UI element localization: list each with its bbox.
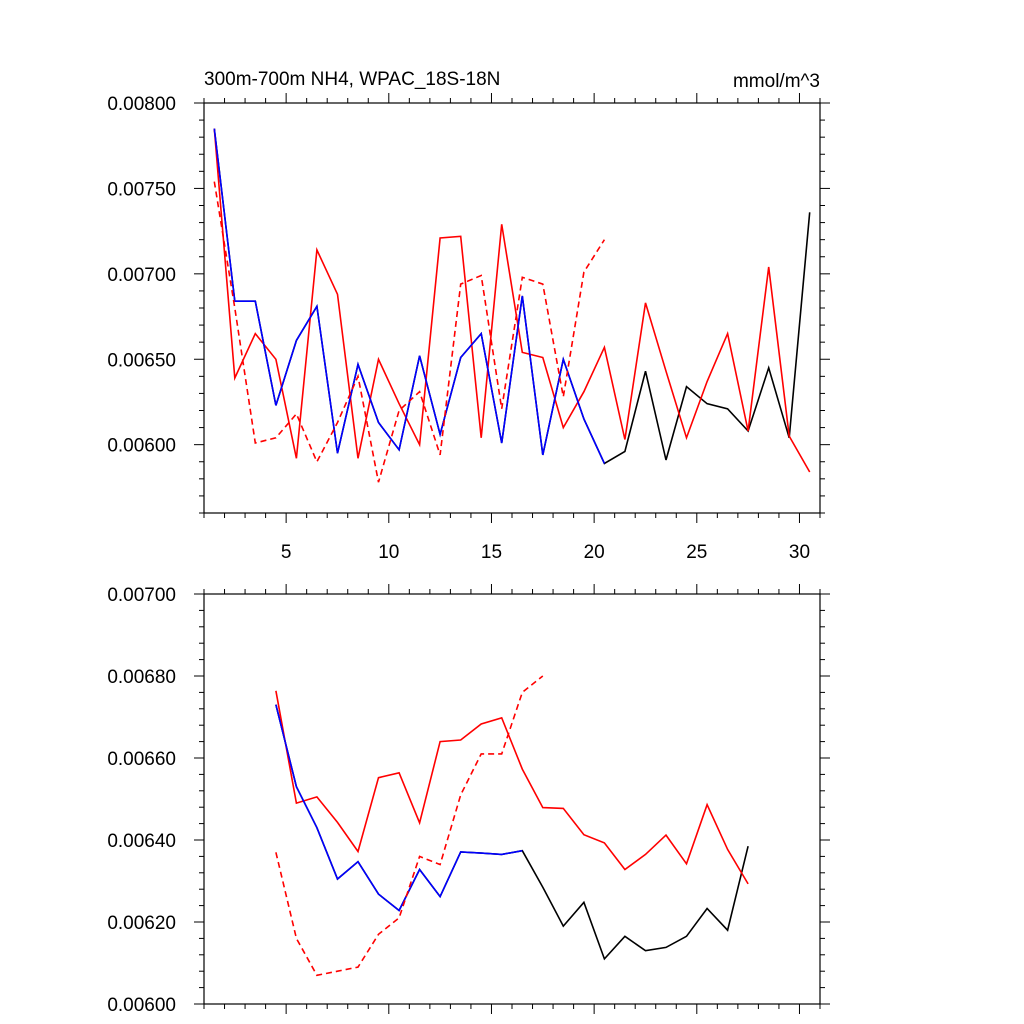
- y-tick-label: 0.00650: [107, 350, 176, 371]
- top-plot-area: [213, 128, 811, 483]
- y-tick-label: 0.00680: [107, 667, 176, 688]
- top-chart: 300m-700m NH4, WPAC_18S-18N mmol/m^3 5 10…: [107, 69, 830, 563]
- chart-title: 300m-700m NH4, WPAC_18S-18N: [204, 69, 500, 90]
- x-tick-label: 10: [378, 542, 399, 563]
- series-line-4: [213, 181, 606, 483]
- x-tick-label: 20: [584, 542, 605, 563]
- y-tick-label: 0.00640: [107, 831, 176, 852]
- y-tick-label: 0.00700: [107, 585, 176, 606]
- y-tick-label: 0.00800: [107, 94, 176, 115]
- y-tick-label: 0.00600: [107, 995, 176, 1016]
- chart-units-label: mmol/m^3: [733, 71, 820, 92]
- y-tick-label: 0.00660: [107, 749, 176, 770]
- y-tick-label: 0.00620: [107, 913, 176, 934]
- series-line-3: [275, 704, 523, 912]
- x-tick-label: 25: [686, 542, 707, 563]
- x-tick-label: 30: [789, 542, 810, 563]
- y-tick-label: 0.00700: [107, 265, 176, 286]
- bottom-axes: 0.00600 0.00620 0.00640 0.00660 0.00680 0.007…: [107, 584, 830, 1016]
- series-line-2: [275, 690, 749, 885]
- bottom-chart: 0.00600 0.00620 0.00640 0.00660 0.00680 0.007…: [107, 584, 830, 1016]
- y-tick-label: 0.00600: [107, 436, 176, 457]
- x-tick-label: 5: [281, 542, 292, 563]
- series-line-1: [213, 128, 811, 465]
- series-line-3: [213, 128, 606, 464]
- top-axes: 5 10 15 20 25 30 0.00600 0.00650 0.00700 0.00750 0…: [107, 93, 830, 563]
- x-tick-label: 15: [481, 542, 502, 563]
- series-line-4: [275, 675, 544, 977]
- y-tick-label: 0.00750: [107, 179, 176, 200]
- series-line-2: [213, 128, 811, 473]
- bottom-plot-area: [275, 675, 749, 977]
